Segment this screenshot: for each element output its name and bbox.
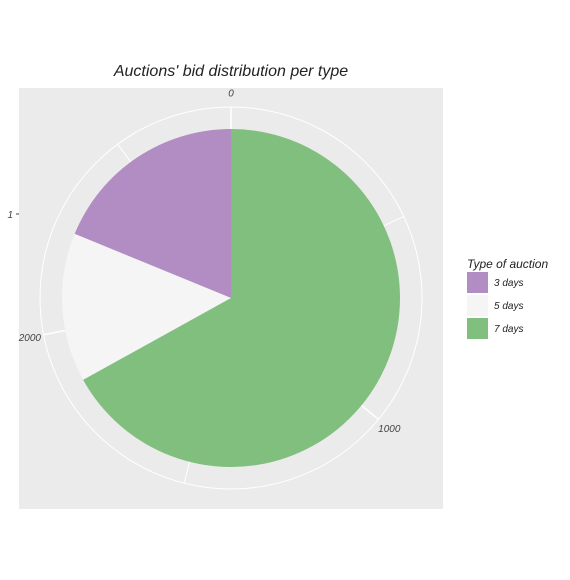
theta-gridline: [43, 329, 66, 336]
legend-label: 3 days: [494, 278, 523, 289]
legend-key-5-days: [467, 295, 488, 316]
theta-gridline-minor: [117, 143, 132, 163]
chart-title: Auctions' bid distribution per type: [113, 63, 348, 80]
pie-slice-3-days: [74, 129, 231, 298]
pie-slices: [62, 129, 400, 467]
legend-label: 5 days: [494, 301, 523, 312]
theta-gridline-minor: [383, 215, 404, 227]
legend-key-7-days: [467, 318, 488, 339]
pie-slice-5-days: [62, 233, 231, 380]
theta-ticks: 0 1000 2000: [18, 89, 404, 484]
theta-gridline-minor: [183, 461, 191, 484]
legend-items: 3 days 5 days 7 days: [467, 272, 523, 339]
theta-tick-label: 1000: [378, 424, 401, 435]
legend-title: Type of auction: [467, 257, 548, 271]
theta-gridline: [361, 404, 379, 420]
theta-tick-label: 0: [228, 89, 234, 100]
legend: Type of auction 3 days 5 days 7 days: [467, 257, 548, 339]
pie-slice-7-days: [83, 129, 400, 467]
y-axis-tick-label: 1: [7, 210, 13, 221]
legend-label: 7 days: [494, 324, 523, 335]
theta-tick-label: 2000: [18, 333, 42, 344]
legend-key-3-days: [467, 272, 488, 293]
